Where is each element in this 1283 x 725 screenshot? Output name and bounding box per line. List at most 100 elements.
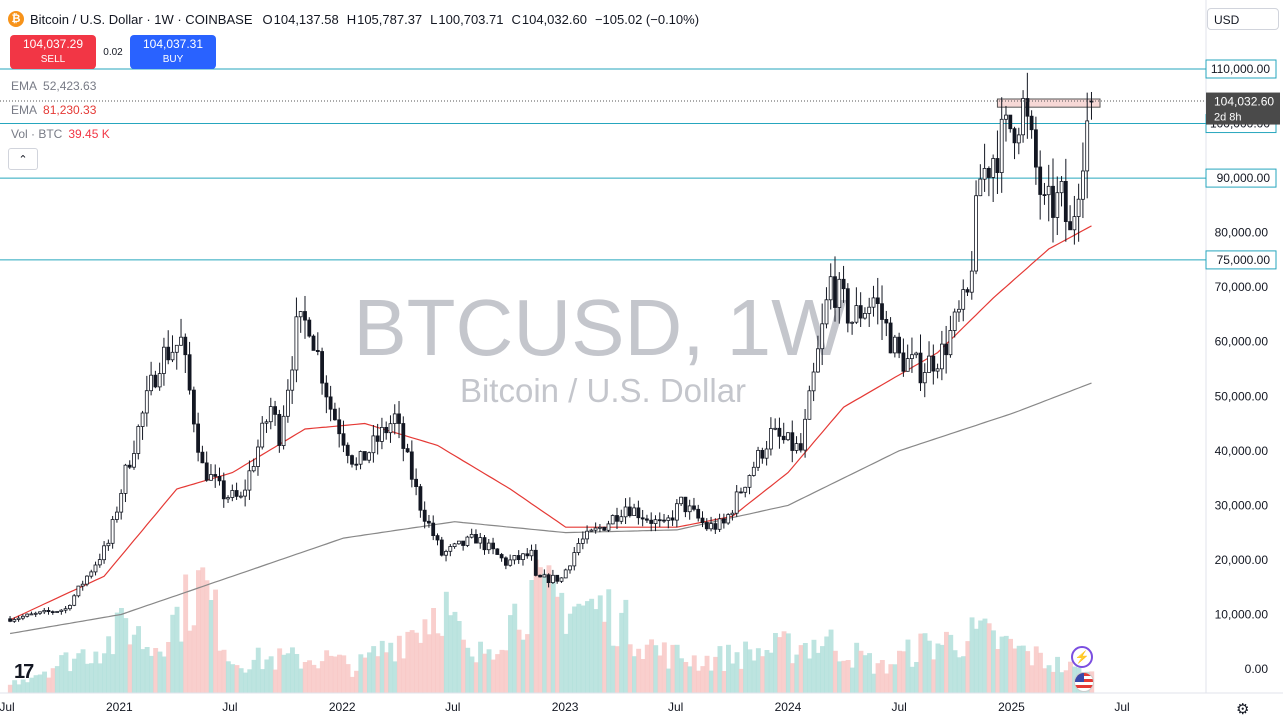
candle[interactable]: [636, 500, 641, 525]
candle[interactable]: [132, 440, 136, 470]
candle[interactable]: [341, 420, 346, 453]
candle[interactable]: [324, 375, 329, 414]
candle[interactable]: [102, 541, 106, 564]
candle[interactable]: [1004, 105, 1008, 142]
candle[interactable]: [991, 154, 996, 202]
candle[interactable]: [183, 333, 188, 373]
candle[interactable]: [734, 485, 739, 517]
candle[interactable]: [123, 463, 128, 503]
candle[interactable]: [478, 532, 483, 549]
candle[interactable]: [1021, 90, 1025, 143]
candle[interactable]: [867, 297, 872, 327]
candle[interactable]: [1034, 116, 1038, 185]
candle[interactable]: [392, 404, 397, 435]
candle[interactable]: [615, 507, 619, 529]
candle[interactable]: [213, 464, 218, 488]
candle[interactable]: [704, 518, 709, 531]
candle[interactable]: [80, 580, 85, 591]
candle[interactable]: [935, 363, 940, 379]
candle[interactable]: [1055, 176, 1060, 236]
candle[interactable]: [191, 386, 196, 433]
candle[interactable]: [598, 524, 602, 533]
candle[interactable]: [640, 509, 645, 527]
candle[interactable]: [320, 347, 325, 395]
candle[interactable]: [285, 379, 290, 423]
candle[interactable]: [619, 509, 624, 525]
candle[interactable]: [230, 484, 235, 502]
candle[interactable]: [196, 412, 201, 462]
candle[interactable]: [978, 164, 983, 197]
candle[interactable]: [649, 512, 654, 532]
candle[interactable]: [234, 482, 239, 500]
candle[interactable]: [901, 338, 906, 377]
candle[interactable]: [850, 321, 854, 335]
candle[interactable]: [871, 285, 876, 317]
collapse-legend-button[interactable]: ⌃: [8, 148, 38, 170]
candle[interactable]: [606, 520, 611, 532]
candle[interactable]: [328, 385, 333, 422]
candle[interactable]: [187, 341, 192, 395]
candle[interactable]: [858, 292, 863, 328]
candle[interactable]: [683, 496, 688, 518]
candle[interactable]: [354, 457, 359, 471]
candle[interactable]: [290, 356, 295, 404]
candle[interactable]: [786, 432, 790, 442]
candle[interactable]: [828, 263, 833, 310]
candle[interactable]: [542, 569, 547, 578]
candle[interactable]: [922, 363, 927, 398]
candle[interactable]: [969, 251, 974, 300]
candle[interactable]: [551, 569, 555, 584]
candle[interactable]: [918, 334, 923, 392]
candle[interactable]: [807, 385, 812, 420]
candle[interactable]: [1076, 183, 1081, 242]
candle[interactable]: [884, 310, 889, 337]
candle[interactable]: [824, 287, 829, 329]
candle[interactable]: [42, 607, 47, 615]
candle[interactable]: [337, 407, 342, 448]
candle[interactable]: [465, 535, 470, 548]
candle[interactable]: [516, 550, 521, 564]
resistance-zone-box[interactable]: [996, 98, 1101, 108]
candle[interactable]: [952, 308, 957, 338]
candle[interactable]: [221, 472, 226, 508]
candle[interactable]: [893, 334, 897, 358]
candle[interactable]: [747, 474, 752, 495]
candle[interactable]: [76, 585, 81, 598]
candle[interactable]: [927, 341, 931, 373]
candle[interactable]: [572, 547, 577, 571]
candle[interactable]: [657, 512, 662, 527]
gear-icon[interactable]: ⚙: [1236, 701, 1250, 718]
candle[interactable]: [1025, 72, 1030, 139]
candle[interactable]: [503, 556, 508, 570]
candle[interactable]: [580, 531, 585, 550]
candle[interactable]: [888, 317, 893, 354]
candle[interactable]: [38, 611, 42, 615]
candle[interactable]: [97, 553, 102, 568]
candle[interactable]: [875, 277, 880, 325]
candle[interactable]: [149, 361, 154, 396]
candle[interactable]: [256, 439, 260, 476]
candle[interactable]: [422, 501, 427, 529]
candle[interactable]: [632, 503, 636, 516]
candle[interactable]: [974, 180, 978, 275]
candle[interactable]: [833, 256, 837, 322]
candle[interactable]: [944, 325, 948, 374]
candle[interactable]: [841, 265, 846, 303]
candle[interactable]: [1051, 158, 1055, 243]
candle[interactable]: [777, 417, 782, 449]
candle[interactable]: [722, 513, 726, 529]
symbol-title[interactable]: Bitcoin / U.S. Dollar · 1W · COINBASE: [30, 11, 253, 27]
candle[interactable]: [854, 287, 859, 325]
candle[interactable]: [247, 460, 252, 500]
candle[interactable]: [512, 555, 517, 565]
candle[interactable]: [905, 344, 910, 372]
currency-selector[interactable]: USD: [1207, 8, 1279, 30]
candle[interactable]: [1063, 158, 1068, 242]
candle[interactable]: [136, 424, 141, 460]
candle[interactable]: [294, 297, 299, 383]
candle[interactable]: [820, 303, 825, 366]
candle[interactable]: [264, 419, 269, 433]
candle[interactable]: [50, 610, 55, 615]
candle[interactable]: [559, 577, 564, 583]
